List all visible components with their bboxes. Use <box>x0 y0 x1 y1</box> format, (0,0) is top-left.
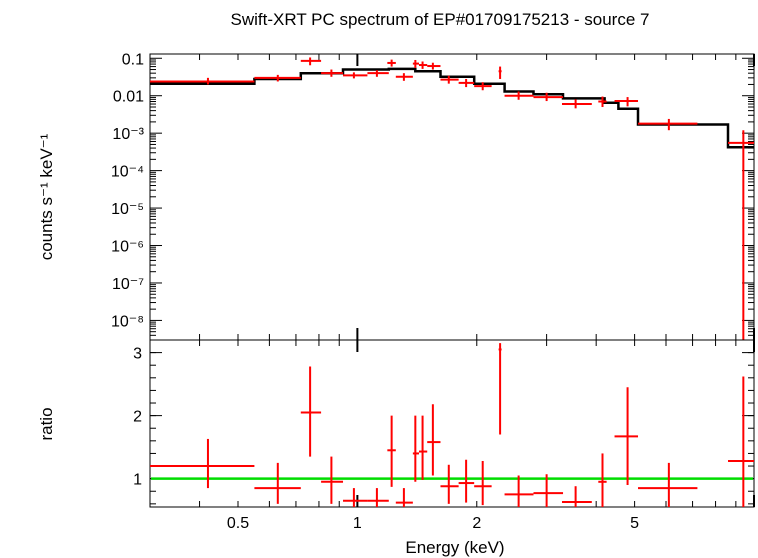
spectrum-data-point <box>150 77 255 85</box>
spectrum-data-point <box>300 57 322 66</box>
y-tick-label: 3 <box>133 346 142 363</box>
spectrum-ticks <box>149 54 755 341</box>
spectrum-data-point <box>498 66 502 79</box>
ratio-data-point <box>458 459 475 503</box>
y-tick-label: 0.01 <box>113 89 144 106</box>
y-tick-label: 10⁻⁶ <box>111 239 144 256</box>
spectrum-data-point <box>343 72 368 79</box>
ratio-panel: 1 2 3 0.5 1 2 5 ratio Energy (keV) <box>37 339 755 557</box>
x-tick-label: 1 <box>353 515 362 532</box>
ratio-data-point <box>533 474 564 507</box>
spectrum-data-point <box>367 70 389 77</box>
ratio-data-point <box>728 376 754 507</box>
spectrum-y-tick-labels: 0.1 0.01 10⁻³ 10⁻⁴ 10⁻⁵ 10⁻⁶ 10⁻⁷ 10⁻⁸ <box>111 51 145 330</box>
y-tick-label: 2 <box>133 409 142 426</box>
x-tick-label: 0.5 <box>227 515 249 532</box>
ratio-data-point <box>504 475 534 507</box>
spectrum-data-point <box>598 96 607 107</box>
spectrum-data-point <box>254 74 301 82</box>
y-tick-label: 10⁻⁷ <box>112 276 144 293</box>
spectrum-y-axis-label: counts s⁻¹ keV⁻¹ <box>37 133 56 260</box>
x-axis-label: Energy (keV) <box>405 538 504 557</box>
spectrum-data-point <box>474 82 492 91</box>
y-tick-label: 10⁻³ <box>112 126 144 143</box>
ratio-data-point <box>343 488 368 507</box>
chart-title: Swift-XRT PC spectrum of EP#01709175213 … <box>231 10 650 29</box>
spectrum-data-point <box>458 78 475 88</box>
ratio-data-point <box>300 366 322 457</box>
ratio-data-point <box>427 404 441 476</box>
spectrum-data-point <box>321 69 344 77</box>
spectrum-frame <box>149 53 755 341</box>
spectrum-data-point <box>387 59 396 67</box>
x-tick-labels: 0.5 1 2 5 <box>227 515 639 532</box>
y-tick-label: 10⁻⁸ <box>111 313 144 330</box>
ratio-data-point <box>395 488 413 507</box>
spectrum-data-point <box>728 130 754 340</box>
ratio-data-point <box>561 486 592 507</box>
ratio-data-point <box>321 456 344 504</box>
y-tick-label: 10⁻⁴ <box>111 164 144 181</box>
ratio-data-point <box>254 462 301 504</box>
ratio-data-point <box>150 438 255 489</box>
ratio-data-point <box>598 453 607 507</box>
spectrum-data-point <box>418 61 428 69</box>
spectrum-data-point <box>561 99 592 109</box>
spectrum-data-point <box>395 73 413 81</box>
spectrum-data-points <box>150 57 754 340</box>
ratio-data-point <box>367 488 389 507</box>
ratio-data-point <box>418 415 428 480</box>
spectrum-data-point <box>533 92 564 102</box>
ratio-data-point <box>412 415 419 482</box>
ratio-data-point <box>614 387 639 485</box>
spectrum-data-point <box>638 118 698 131</box>
x-tick-label: 5 <box>630 515 639 532</box>
spectrum-data-point <box>504 91 534 100</box>
ratio-data-point <box>638 462 698 507</box>
ratio-data-point <box>474 460 492 506</box>
ratio-ticks <box>149 340 755 507</box>
spectrum-panel: 0.1 0.01 10⁻³ 10⁻⁴ 10⁻⁵ 10⁻⁶ 10⁻⁷ 10⁻⁸ counts s… <box>37 51 755 341</box>
spectrum-data-point <box>614 97 639 107</box>
ratio-data-points <box>150 343 754 507</box>
spectrum-data-point <box>412 59 419 68</box>
ratio-data-point <box>387 415 396 487</box>
ratio-data-point <box>498 343 502 435</box>
y-tick-label: 10⁻⁵ <box>111 201 144 218</box>
ratio-y-tick-labels: 1 2 3 <box>133 346 142 489</box>
y-tick-label: 1 <box>133 472 142 489</box>
ratio-frame <box>149 339 755 508</box>
spectrum-data-point <box>440 75 459 84</box>
ratio-data-point <box>440 464 459 504</box>
y-tick-label: 0.1 <box>122 51 144 68</box>
spectrum-data-point <box>427 62 441 70</box>
x-tick-label: 2 <box>472 515 481 532</box>
ratio-y-axis-label: ratio <box>37 407 56 440</box>
